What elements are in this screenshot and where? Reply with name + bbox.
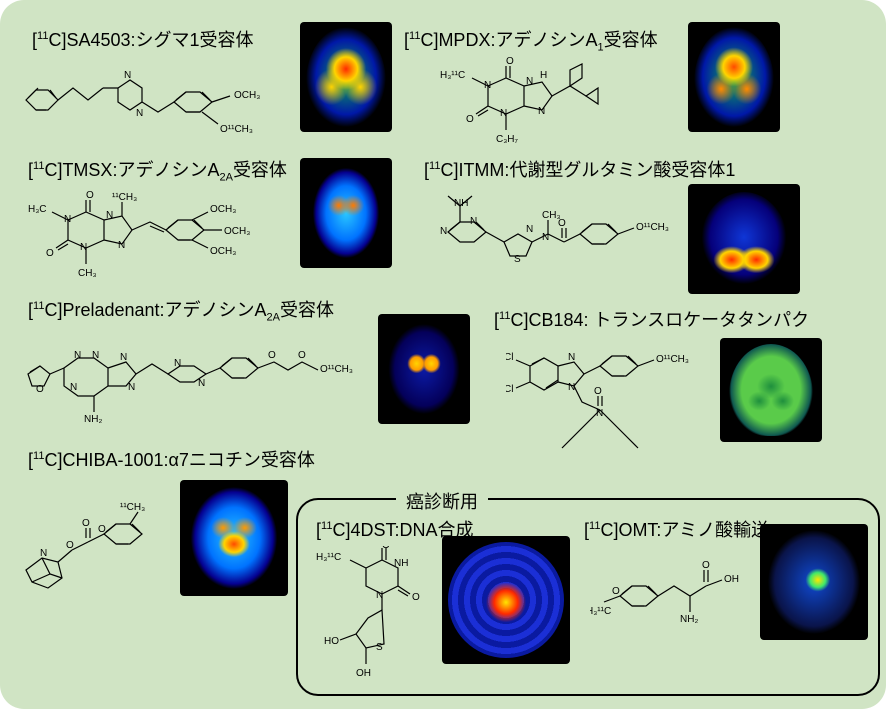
svg-text:O: O [466, 114, 474, 125]
svg-text:OCH₃: OCH₃ [234, 90, 260, 101]
molecule-omt: H₃¹¹C O O OH NH₂ [590, 556, 760, 636]
label-cb184: [11C]CB184: トランスロケータタンパク [494, 310, 809, 332]
pet-itmm [688, 184, 800, 294]
svg-text:O¹¹CH₃: O¹¹CH₃ [656, 354, 689, 365]
label-preladenant: [11C]Preladenant:アデノシンA2A受容体 [28, 300, 334, 325]
label-sa4503: [11C]SA4503:シグマ1受容体 [32, 30, 254, 52]
cancer-box-title: 癌診断用 [396, 488, 488, 514]
svg-text:O: O [86, 190, 94, 201]
molecule-mpdx: H₃¹¹C O O C₃H₇ H N N N N [438, 56, 678, 146]
svg-text:OCH₃: OCH₃ [224, 226, 250, 237]
svg-text:N: N [80, 242, 87, 253]
svg-text:H: H [540, 70, 547, 81]
molecule-preladenant: O NH₂ N N N N N N N O O O¹¹CH₃ [20, 328, 370, 428]
svg-text:OH: OH [356, 668, 371, 679]
svg-text:NH₂: NH₂ [84, 414, 102, 425]
pet-cb184 [720, 338, 822, 442]
svg-text:N: N [174, 358, 181, 369]
svg-text:N: N [542, 232, 549, 243]
svg-text:HO: HO [324, 636, 339, 647]
infographic-canvas: [11C]SA4503:シグマ1受容体 OCH₃ O¹¹CH₃ N N [11C [0, 0, 886, 709]
label-chiba1001: [11C]CHIBA-1001:α7ニコチン受容体 [28, 450, 315, 472]
svg-text:N: N [526, 224, 533, 235]
svg-text:S: S [514, 254, 521, 265]
svg-text:N: N [484, 80, 491, 91]
svg-text:H₃C: H₃C [28, 204, 47, 215]
svg-text:N: N [526, 76, 533, 87]
svg-text:NH: NH [454, 198, 468, 209]
pet-tmsx [300, 158, 392, 268]
svg-text:O: O [82, 518, 90, 529]
pet-4dst [442, 536, 570, 664]
svg-text:N: N [92, 350, 99, 361]
svg-text:NH₂: NH₂ [680, 614, 698, 625]
svg-text:O¹¹CH₃: O¹¹CH₃ [636, 222, 669, 233]
svg-text:N: N [538, 106, 545, 117]
label-omt: [11C]OMT:アミノ酸輸送 [584, 520, 769, 542]
svg-text:OCH₃: OCH₃ [210, 204, 236, 215]
svg-text:O: O [268, 350, 276, 361]
svg-text:N: N [568, 352, 575, 363]
svg-text:N: N [198, 378, 205, 389]
svg-text:N: N [500, 108, 507, 119]
svg-text:S: S [376, 642, 383, 653]
molecule-cb184: Cl Cl N N O¹¹CH₃ O N [506, 336, 706, 466]
svg-text:O: O [594, 386, 602, 397]
svg-text:O¹¹CH₃: O¹¹CH₃ [320, 364, 353, 375]
svg-text:O: O [702, 560, 710, 571]
svg-text:N: N [568, 382, 575, 393]
molecule-sa4503: OCH₃ O¹¹CH₃ N N [18, 58, 288, 142]
pet-mpdx [688, 22, 780, 132]
svg-text:OH: OH [724, 574, 739, 585]
pet-chiba1001 [180, 480, 288, 596]
pet-preladenant [378, 314, 470, 424]
svg-text:N: N [64, 214, 71, 225]
svg-text:N: N [128, 382, 135, 393]
svg-text:N: N [376, 590, 383, 601]
svg-text:Cl: Cl [506, 352, 513, 363]
svg-text:O: O [298, 350, 306, 361]
svg-text:O: O [506, 56, 514, 67]
svg-text:O: O [66, 540, 74, 551]
svg-text:NH: NH [394, 558, 408, 569]
svg-text:¹¹CH₃: ¹¹CH₃ [112, 192, 137, 203]
svg-text:N: N [470, 216, 477, 227]
svg-text:N: N [120, 352, 127, 363]
label-itmm: [11C]ITMM:代謝型グルタミン酸受容体1 [424, 160, 735, 182]
svg-text:H₃¹¹C: H₃¹¹C [590, 606, 611, 617]
svg-text:Cl: Cl [506, 384, 513, 395]
svg-text:OCH₃: OCH₃ [210, 246, 236, 257]
molecule-4dst: H₃¹¹C O O NH N S HO OH [306, 546, 438, 686]
svg-text:O¹¹CH₃: O¹¹CH₃ [220, 124, 253, 135]
svg-text:N: N [70, 382, 77, 393]
label-mpdx: [11C]MPDX:アデノシンA1受容体 [404, 30, 658, 55]
molecule-itmm: N N NH S N CH₃ O N O¹¹CH₃ [418, 186, 678, 282]
svg-text:C₃H₇: C₃H₇ [496, 134, 519, 145]
svg-text:N: N [40, 548, 47, 559]
svg-text:N: N [124, 70, 131, 81]
svg-text:O: O [98, 524, 106, 535]
svg-text:O: O [36, 384, 44, 395]
svg-text:O: O [412, 592, 420, 603]
svg-text:N: N [118, 240, 125, 251]
svg-text:N: N [136, 108, 143, 119]
label-tmsx: [11C]TMSX:アデノシンA2A受容体 [28, 160, 287, 185]
svg-text:N: N [440, 226, 447, 237]
svg-text:H₃¹¹C: H₃¹¹C [440, 70, 465, 81]
svg-text:CH₃: CH₃ [78, 268, 97, 279]
svg-text:N: N [596, 408, 603, 419]
svg-text:N: N [74, 350, 81, 361]
svg-text:O: O [612, 586, 620, 597]
molecule-tmsx: H₃C O O CH₃ ¹¹CH₃ OCH₃ OCH₃ OCH₃ N N N N [24, 186, 294, 280]
svg-text:H₃¹¹C: H₃¹¹C [316, 552, 341, 563]
pet-sa4503 [300, 22, 392, 132]
molecule-chiba1001: N O O O ¹¹CH₃ [14, 482, 174, 602]
svg-text:O: O [382, 546, 390, 551]
svg-text:¹¹CH₃: ¹¹CH₃ [120, 502, 145, 513]
svg-text:O: O [558, 218, 566, 229]
svg-text:N: N [106, 210, 113, 221]
pet-omt [760, 524, 868, 640]
svg-text:O: O [46, 248, 54, 259]
